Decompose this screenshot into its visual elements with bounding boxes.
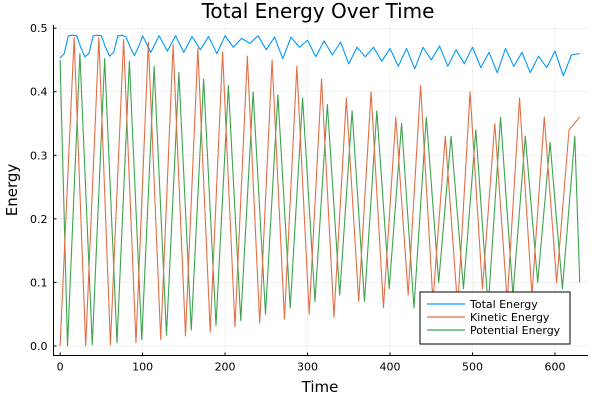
- chart-title: Total Energy Over Time: [201, 0, 435, 23]
- series-layer: [59, 34, 581, 347]
- x-tick-label: 300: [297, 361, 318, 374]
- y-tick-label: 0.5: [30, 22, 48, 35]
- legend-box: [419, 291, 571, 345]
- y-tick-label: 0.1: [30, 276, 48, 289]
- potential-energy-line: [59, 53, 581, 347]
- y-axis-title: Energy: [3, 164, 21, 217]
- legend-label-potential-energy: Potential Energy: [470, 324, 561, 337]
- x-tick-label: 600: [545, 361, 566, 374]
- x-tick-label: 100: [132, 361, 153, 374]
- grid: [53, 25, 588, 356]
- x-tick-label: 0: [57, 361, 64, 374]
- x-tick-label: 400: [380, 361, 401, 374]
- kinetic-energy-line: [59, 37, 581, 347]
- x-tick-label: 200: [215, 361, 236, 374]
- x-axis-ticks: 0 100 200 300 400 500 600: [57, 352, 566, 374]
- y-tick-label: 0.2: [30, 213, 48, 226]
- y-tick-label: 0.3: [30, 149, 48, 162]
- total-energy-line: [59, 34, 580, 77]
- legend-label-kinetic-energy: Kinetic Energy: [470, 311, 550, 324]
- x-tick-label: 500: [462, 361, 483, 374]
- x-axis-title: Time: [301, 378, 339, 396]
- y-tick-label: 0.0: [30, 340, 48, 353]
- y-tick-label: 0.4: [30, 86, 48, 99]
- legend-label-total-energy: Total Energy: [469, 298, 538, 311]
- y-axis-ticks: 0.0 0.1 0.2 0.3 0.4 0.5: [30, 22, 57, 353]
